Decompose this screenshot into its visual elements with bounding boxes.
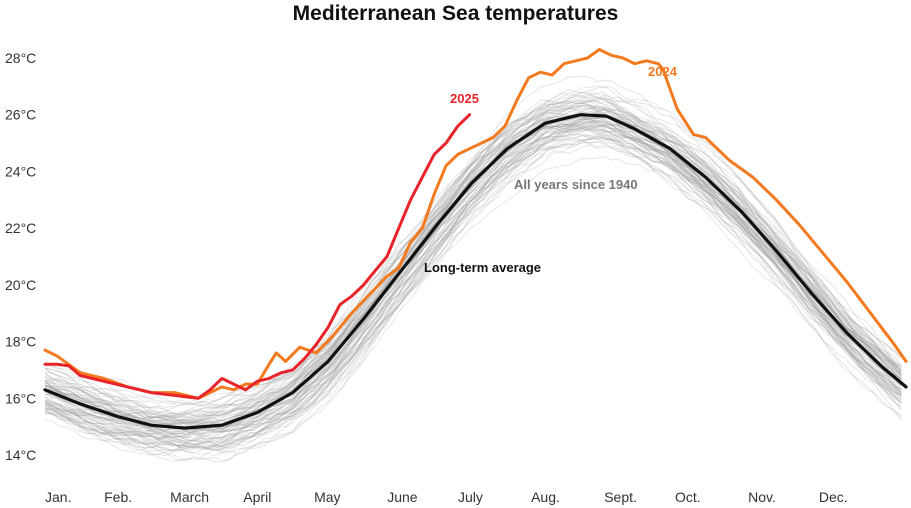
year-line — [44, 93, 902, 415]
y-tick-label: 20°C — [5, 277, 36, 293]
year-line — [44, 115, 902, 438]
label-2024: 2024 — [648, 64, 678, 79]
label-all-years: All years since 1940 — [514, 177, 638, 192]
x-tick-label: Dec. — [819, 489, 848, 505]
year-line — [44, 125, 902, 447]
x-tick-label: Oct. — [675, 489, 701, 505]
year-line — [44, 95, 902, 415]
year-line — [44, 126, 902, 444]
year-line — [44, 142, 902, 449]
x-tick-label: Feb. — [104, 489, 132, 505]
year-line — [44, 105, 902, 422]
chart-title: Mediterranean Sea temperatures — [292, 2, 619, 25]
year-line — [44, 129, 902, 445]
x-tick-label: April — [243, 489, 271, 505]
x-tick-label: Nov. — [748, 489, 776, 505]
year-line — [44, 100, 902, 418]
year-line — [44, 144, 902, 451]
y-tick-label: 22°C — [5, 220, 36, 236]
y-tick-label: 14°C — [5, 447, 36, 463]
year-line — [44, 92, 902, 424]
year-line — [44, 135, 902, 453]
year-line — [44, 128, 902, 437]
y-tick-label: 18°C — [5, 334, 36, 350]
year-line — [44, 117, 902, 451]
year-line — [45, 75, 902, 418]
year-line — [44, 135, 902, 448]
year-line — [44, 133, 902, 439]
year-line — [44, 85, 902, 418]
year-line — [44, 128, 902, 462]
year-line — [45, 122, 902, 451]
year-line — [44, 107, 902, 419]
year-line — [44, 105, 902, 407]
x-tick-label: Sept. — [604, 489, 637, 505]
y-tick-label: 26°C — [5, 107, 36, 123]
year-line — [44, 114, 902, 431]
year-line — [44, 121, 902, 450]
year-line — [44, 100, 902, 421]
label-long-term-average: Long-term average — [424, 260, 541, 275]
year-line — [44, 133, 902, 437]
year-line — [44, 138, 902, 453]
year-line — [44, 102, 902, 406]
year-line — [44, 92, 902, 419]
year-line — [44, 88, 902, 409]
year-line — [44, 134, 902, 456]
year-line — [44, 121, 902, 441]
year-line — [44, 156, 902, 457]
year-line — [44, 138, 902, 449]
x-tick-label: July — [458, 489, 483, 505]
year-line — [44, 98, 902, 427]
year-line — [44, 114, 902, 421]
x-tick-label: Aug. — [531, 489, 560, 505]
y-tick-label: 16°C — [5, 390, 36, 406]
year-line — [44, 109, 902, 433]
year-line — [44, 110, 902, 438]
y-tick-label: 28°C — [5, 50, 36, 66]
year-line — [44, 119, 902, 436]
year-line — [44, 117, 902, 425]
x-tick-label: Jan. — [45, 489, 71, 505]
y-axis: 14°C 16°C 18°C 20°C 22°C 24°C 26°C 28°C — [5, 50, 36, 463]
year-line — [44, 120, 902, 444]
highlighted-lines — [43, 48, 908, 430]
year-line — [44, 115, 902, 431]
year-line — [44, 125, 902, 449]
year-line — [44, 121, 902, 432]
year-line — [44, 121, 902, 443]
x-tick-label: May — [314, 489, 340, 505]
label-2025: 2025 — [450, 91, 479, 106]
year-line — [44, 118, 902, 442]
year-line — [44, 134, 902, 452]
x-tick-label: March — [170, 489, 209, 505]
year-line — [44, 113, 902, 420]
year-line — [44, 123, 902, 442]
year-line — [44, 125, 902, 454]
year-line — [44, 126, 902, 435]
year-line — [44, 106, 902, 417]
series-line-2025 — [43, 113, 472, 400]
year-line — [44, 85, 902, 416]
all-years-lines — [44, 75, 902, 463]
year-line — [44, 126, 902, 446]
year-line — [44, 96, 902, 425]
x-axis: Jan. Feb. March April May June July Aug. Sept. Oc… — [45, 489, 848, 505]
year-line — [44, 118, 902, 433]
year-line — [44, 137, 902, 462]
year-line — [44, 141, 902, 448]
year-line — [44, 104, 902, 426]
series-line-long-term-average — [43, 113, 908, 430]
year-line — [44, 104, 902, 423]
year-line — [44, 99, 902, 419]
y-tick-label: 24°C — [5, 163, 36, 179]
year-line — [44, 122, 902, 453]
x-tick-label: June — [387, 489, 418, 505]
year-line — [44, 125, 902, 463]
annotations: 2025 2024 All years since 1940 Long-term… — [424, 64, 678, 275]
year-line — [44, 105, 902, 431]
